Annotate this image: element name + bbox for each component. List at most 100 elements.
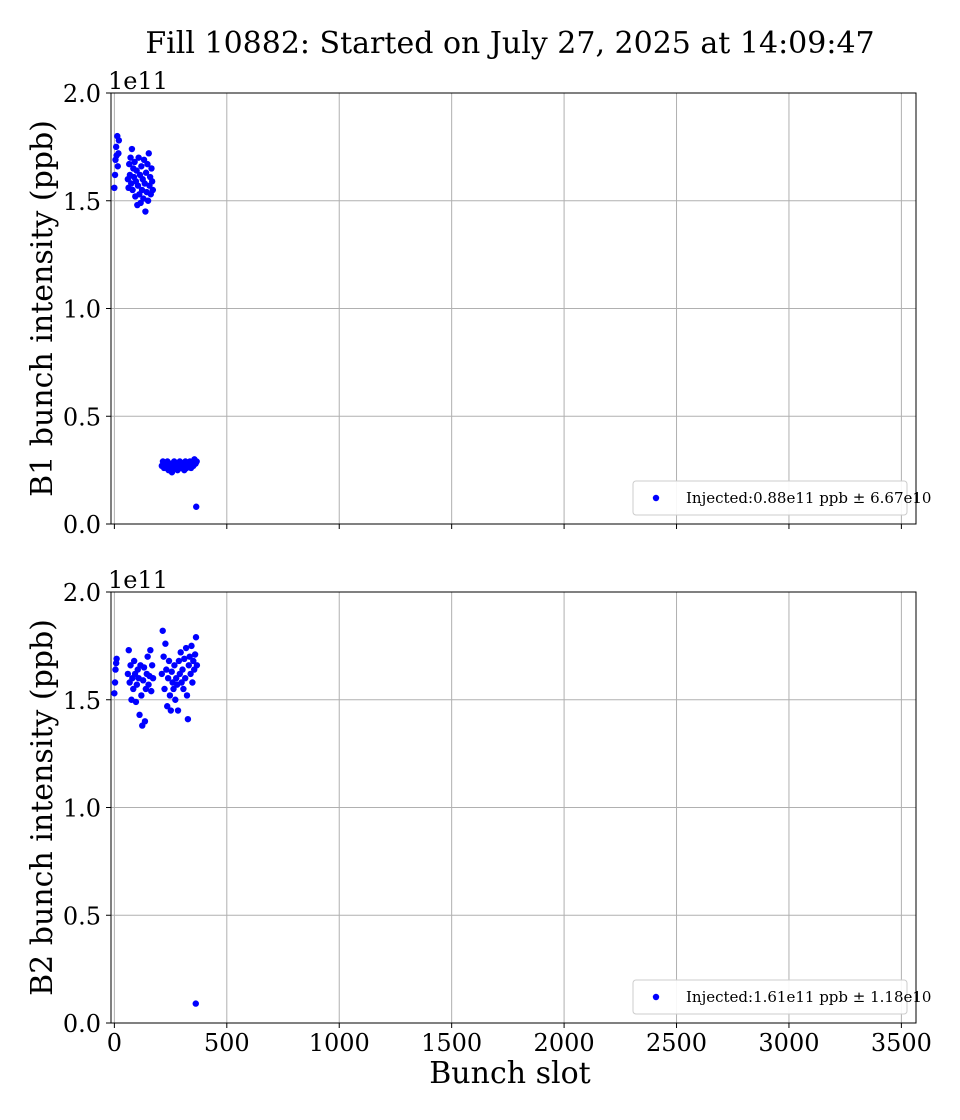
data-point bbox=[171, 662, 178, 669]
data-point bbox=[180, 685, 187, 693]
legend-marker bbox=[652, 993, 660, 1001]
legend-box bbox=[632, 480, 908, 516]
y-tick-label: 2.0 bbox=[63, 579, 101, 607]
data-point bbox=[188, 642, 195, 650]
y-tick-label: 2.0 bbox=[63, 80, 101, 108]
data-point bbox=[113, 655, 120, 663]
y-tick-label: 0.0 bbox=[63, 1010, 101, 1038]
data-point bbox=[179, 666, 186, 673]
y-tick-label: 1.5 bbox=[63, 687, 101, 715]
data-point bbox=[111, 690, 118, 697]
data-point bbox=[158, 670, 166, 678]
data-point bbox=[141, 718, 149, 725]
x-tick-label: 2500 bbox=[646, 1029, 707, 1057]
data-point bbox=[186, 653, 193, 660]
data-point bbox=[185, 662, 193, 669]
data-point bbox=[140, 156, 148, 164]
data-point bbox=[111, 184, 118, 192]
data-point bbox=[149, 186, 157, 194]
data-point bbox=[128, 145, 136, 153]
data-point bbox=[145, 681, 152, 688]
data-point bbox=[144, 197, 152, 204]
data-point bbox=[148, 687, 155, 695]
data-point bbox=[181, 655, 188, 663]
data-point bbox=[138, 163, 145, 170]
data-point bbox=[192, 1000, 199, 1007]
data-point bbox=[147, 646, 154, 654]
data-point bbox=[132, 698, 140, 706]
data-point bbox=[164, 675, 172, 682]
data-point bbox=[112, 143, 120, 151]
legend-marker bbox=[652, 494, 660, 502]
data-point bbox=[148, 662, 156, 669]
data-point bbox=[112, 666, 119, 673]
data-point bbox=[182, 644, 190, 652]
data-point bbox=[134, 182, 142, 189]
data-point bbox=[129, 186, 136, 194]
legend-box bbox=[632, 979, 908, 1015]
data-point bbox=[173, 675, 180, 682]
data-point bbox=[111, 171, 119, 179]
data-point bbox=[145, 150, 152, 157]
data-point bbox=[135, 154, 142, 161]
data-point bbox=[172, 696, 179, 703]
data-point bbox=[182, 675, 189, 682]
data-point bbox=[140, 664, 148, 671]
data-point bbox=[144, 160, 151, 168]
data-point bbox=[115, 137, 123, 144]
data-point bbox=[161, 685, 168, 693]
data-point bbox=[136, 711, 143, 719]
data-point bbox=[115, 150, 122, 157]
data-point bbox=[130, 657, 138, 665]
y-tick-label: 0.5 bbox=[63, 403, 101, 431]
chart-title: Fill 10882: Started on July 27, 2025 at … bbox=[145, 26, 874, 61]
data-point bbox=[168, 469, 176, 476]
y-tick-label: 1.5 bbox=[63, 188, 101, 216]
data-point bbox=[125, 646, 132, 654]
panel-b2: 0 500 1000 1500 2000 2500 3000 3500 0.0 0.5 1.0 1.5… bbox=[25, 566, 932, 1057]
data-point bbox=[149, 675, 157, 682]
data-point bbox=[142, 208, 149, 215]
x-tick-label: 0 bbox=[107, 1029, 122, 1057]
data-point bbox=[160, 653, 167, 660]
data-point bbox=[193, 662, 201, 669]
data-point bbox=[133, 681, 141, 688]
data-point bbox=[133, 167, 140, 174]
data-point bbox=[159, 627, 166, 634]
data-point bbox=[184, 715, 192, 723]
x-tick-label: 1000 bbox=[309, 1029, 370, 1057]
data-point bbox=[167, 707, 175, 714]
y-offset-label: 1e11 bbox=[108, 566, 168, 594]
data-point bbox=[183, 692, 191, 699]
data-point bbox=[144, 653, 151, 660]
data-point bbox=[111, 679, 119, 686]
data-point bbox=[127, 154, 134, 161]
data-point bbox=[148, 165, 155, 172]
legend-label: Injected:1.61e11 ppb ± 1.18e10 bbox=[686, 988, 931, 1006]
x-tick-label: 500 bbox=[204, 1029, 250, 1057]
data-point bbox=[177, 649, 184, 656]
y-axis-label: B1 bunch intensity (ppb) bbox=[25, 120, 60, 497]
data-point bbox=[164, 703, 171, 710]
y-tick-label: 1.0 bbox=[63, 795, 101, 823]
data-point bbox=[168, 668, 175, 675]
data-point bbox=[130, 685, 137, 693]
panel-b1: 0.0 0.5 1.0 1.5 2.0 1e11 B1 bunch intensity (p… bbox=[25, 67, 931, 539]
y-offset-label: 1e11 bbox=[108, 67, 168, 95]
data-point bbox=[193, 503, 200, 510]
data-point bbox=[175, 657, 183, 665]
data-point bbox=[142, 169, 150, 176]
data-point bbox=[192, 634, 200, 641]
y-tick-label: 0.5 bbox=[63, 902, 101, 930]
data-point bbox=[124, 670, 132, 678]
x-tick-label: 1500 bbox=[421, 1029, 482, 1057]
data-point bbox=[190, 657, 197, 665]
data-point bbox=[127, 662, 134, 669]
y-axis-label: B2 bunch intensity (ppb) bbox=[25, 619, 60, 996]
data-point bbox=[114, 163, 121, 170]
data-point bbox=[187, 670, 194, 678]
data-point bbox=[174, 707, 182, 714]
data-point bbox=[139, 677, 147, 684]
y-tick-label: 1.0 bbox=[63, 296, 101, 324]
